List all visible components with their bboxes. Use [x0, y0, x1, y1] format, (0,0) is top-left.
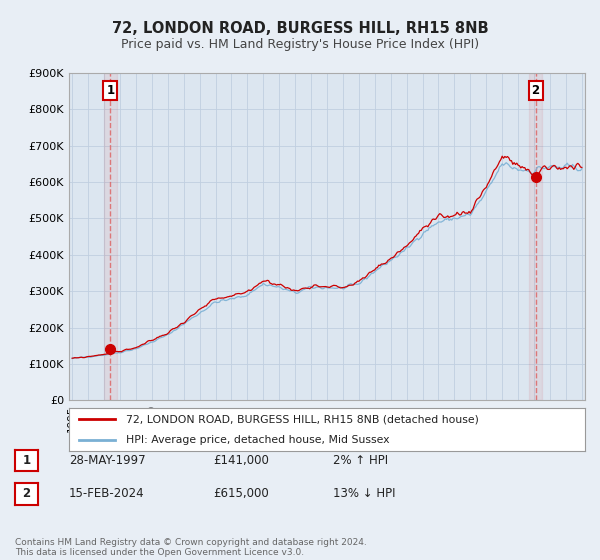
Text: 1: 1 — [22, 454, 31, 467]
Text: £141,000: £141,000 — [213, 454, 269, 467]
Bar — [104, 73, 117, 400]
Text: 2: 2 — [22, 487, 31, 501]
Text: 72, LONDON ROAD, BURGESS HILL, RH15 8NB: 72, LONDON ROAD, BURGESS HILL, RH15 8NB — [112, 21, 488, 36]
Text: 15-FEB-2024: 15-FEB-2024 — [69, 487, 145, 501]
Text: 72, LONDON ROAD, BURGESS HILL, RH15 8NB (detached house): 72, LONDON ROAD, BURGESS HILL, RH15 8NB … — [126, 414, 479, 424]
Bar — [529, 73, 542, 400]
Text: HPI: Average price, detached house, Mid Sussex: HPI: Average price, detached house, Mid … — [126, 435, 389, 445]
Text: 1: 1 — [106, 84, 115, 97]
Text: 28-MAY-1997: 28-MAY-1997 — [69, 454, 146, 467]
Text: Contains HM Land Registry data © Crown copyright and database right 2024.
This d: Contains HM Land Registry data © Crown c… — [15, 538, 367, 557]
Text: £615,000: £615,000 — [213, 487, 269, 501]
Text: Price paid vs. HM Land Registry's House Price Index (HPI): Price paid vs. HM Land Registry's House … — [121, 38, 479, 50]
Text: 2: 2 — [532, 84, 539, 97]
Text: 2% ↑ HPI: 2% ↑ HPI — [333, 454, 388, 467]
Text: 13% ↓ HPI: 13% ↓ HPI — [333, 487, 395, 501]
